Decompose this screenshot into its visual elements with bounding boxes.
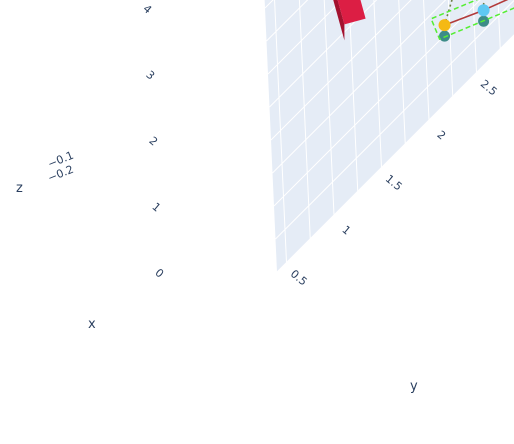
x-tick-label: 3 bbox=[143, 68, 157, 82]
y-tick-label: 2.5 bbox=[478, 77, 500, 98]
grid-line-y bbox=[298, 0, 311, 239]
x-tick-label: 4 bbox=[140, 2, 154, 16]
grid-line-x bbox=[270, 0, 412, 141]
marker-shadow bbox=[439, 30, 451, 42]
grid-line-x bbox=[276, 34, 514, 273]
grid-line-x bbox=[273, 0, 481, 207]
group-link bbox=[444, 9, 484, 26]
scene-background bbox=[264, 0, 514, 272]
x-tick-label: 1 bbox=[149, 200, 163, 214]
marker-cyan bbox=[477, 4, 490, 17]
x-axis-title: x bbox=[88, 317, 96, 332]
grid-lines bbox=[264, 0, 514, 273]
obstacle-side bbox=[333, 0, 345, 41]
marker-yellow bbox=[438, 19, 451, 32]
grid-line-y bbox=[373, 0, 382, 168]
grid-line-y bbox=[274, 0, 287, 263]
obstacle-top bbox=[337, 0, 366, 25]
y-axis-title: y bbox=[410, 379, 418, 394]
group-link bbox=[483, 0, 509, 11]
grid-line-y bbox=[323, 0, 335, 216]
goal-highlight bbox=[430, 0, 514, 41]
obstacle-4 bbox=[333, 0, 366, 41]
obstacle-boxes bbox=[333, 0, 366, 41]
y-tick-label: 2 bbox=[434, 128, 448, 142]
grid-line-x bbox=[275, 0, 514, 240]
grid-line-y bbox=[447, 0, 454, 97]
y-tick-label: 1.5 bbox=[383, 172, 405, 193]
z-axis-title: z bbox=[16, 181, 23, 196]
x-tick-label: 2 bbox=[146, 134, 160, 148]
grid-line-y bbox=[398, 0, 406, 144]
grid-line-y bbox=[348, 0, 359, 192]
grid-line-x bbox=[272, 0, 447, 174]
y-tick-label: 1 bbox=[339, 223, 353, 237]
trajectory-links bbox=[443, 0, 509, 26]
grid-line-x bbox=[267, 0, 343, 75]
highlight-boxes bbox=[430, 0, 514, 41]
grid-line-y bbox=[472, 0, 477, 73]
scene-floor bbox=[264, 0, 514, 272]
grid-line-y bbox=[423, 0, 430, 121]
y-tick-label: 0.5 bbox=[288, 267, 310, 288]
x-tick-label: 0 bbox=[152, 266, 166, 280]
grid-line-x bbox=[269, 0, 378, 108]
